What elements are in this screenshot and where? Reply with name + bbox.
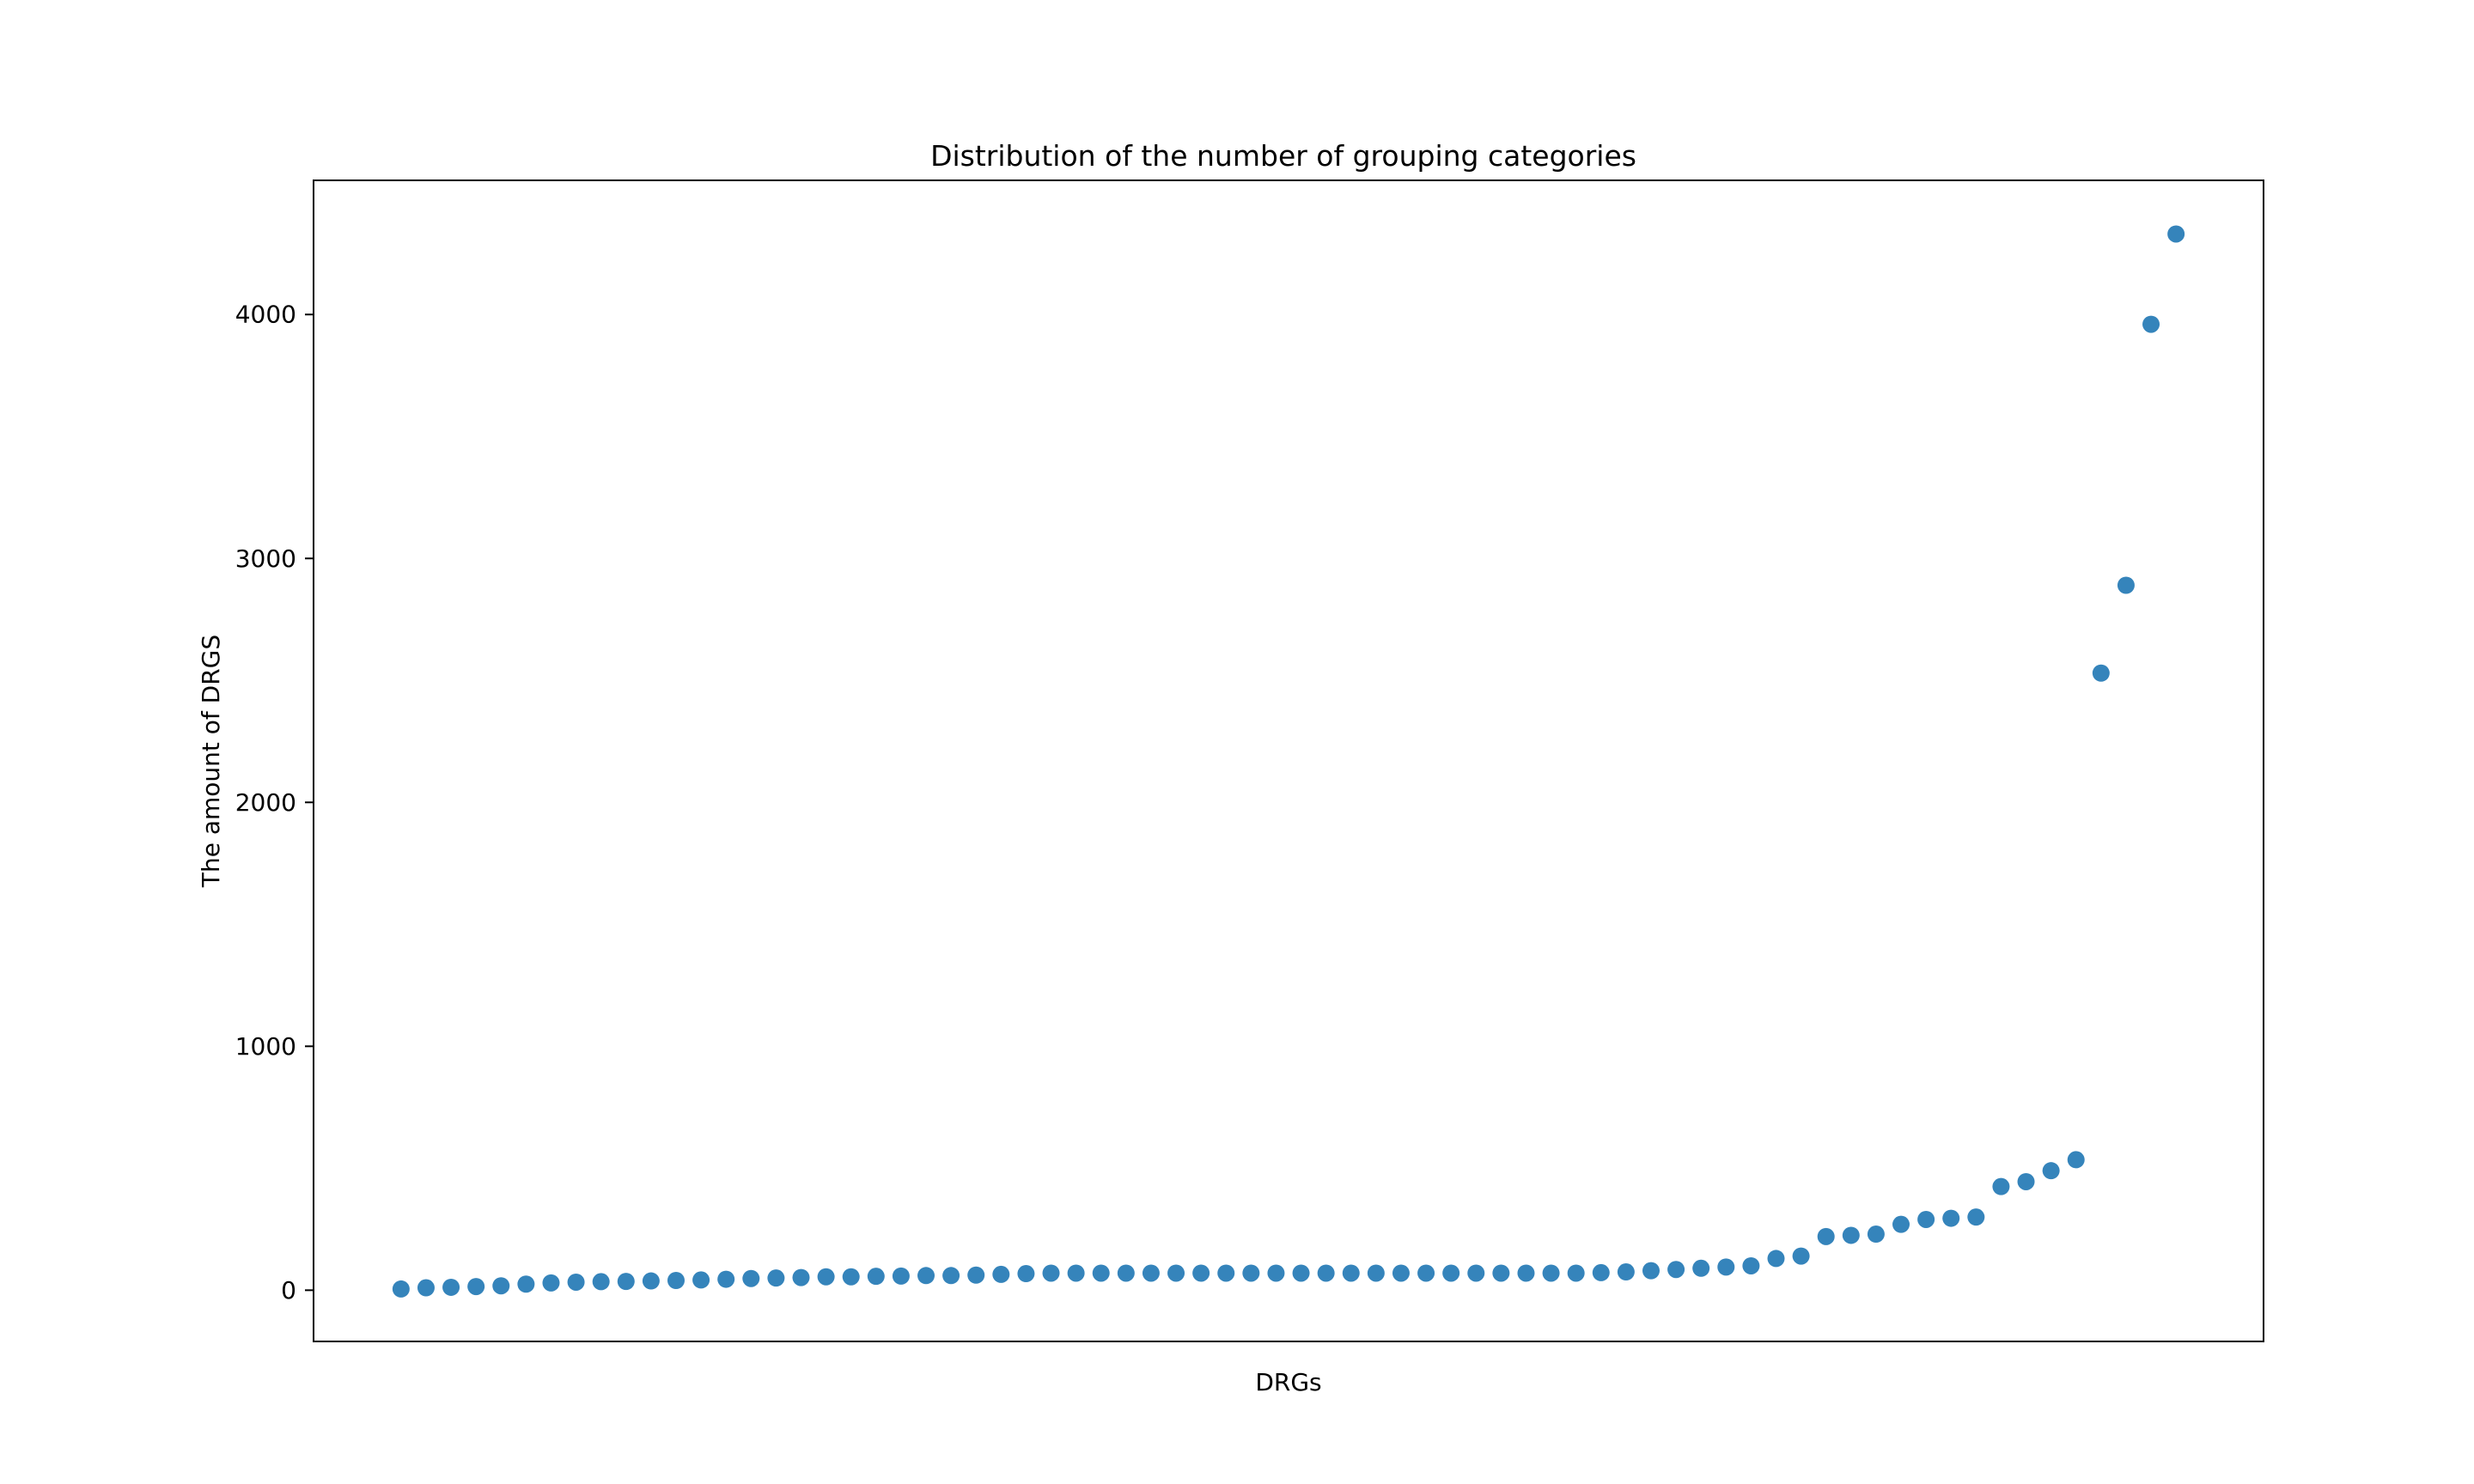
data-point	[492, 1277, 510, 1295]
data-point	[417, 1279, 435, 1297]
data-point	[917, 1267, 935, 1285]
data-point	[442, 1278, 460, 1296]
data-point	[867, 1268, 885, 1286]
data-point	[1417, 1264, 1435, 1282]
data-point	[1692, 1259, 1710, 1277]
data-point	[967, 1266, 985, 1284]
data-point	[617, 1273, 635, 1291]
y-tick-label: 4000	[235, 301, 296, 329]
plot-frame	[313, 179, 2264, 1342]
data-point	[1267, 1264, 1285, 1282]
data-point	[542, 1274, 560, 1292]
data-point	[1167, 1264, 1185, 1282]
y-tick-label: 1000	[235, 1032, 296, 1061]
data-point	[1642, 1262, 1660, 1280]
data-point	[1292, 1264, 1310, 1282]
y-tick-label: 3000	[235, 544, 296, 573]
data-point	[1117, 1264, 1135, 1282]
data-point	[717, 1270, 735, 1288]
data-point	[1542, 1264, 1560, 1282]
data-point	[1467, 1264, 1485, 1282]
data-point	[1717, 1258, 1735, 1276]
data-point	[667, 1271, 685, 1289]
data-point	[1992, 1177, 2010, 1195]
data-point	[692, 1271, 710, 1289]
data-point	[892, 1267, 910, 1285]
data-point	[642, 1272, 660, 1290]
y-tick-label: 0	[281, 1276, 296, 1305]
data-point	[1192, 1264, 1210, 1282]
data-point	[1442, 1264, 1460, 1282]
data-point	[1967, 1208, 1985, 1226]
data-point	[1367, 1264, 1385, 1282]
data-point	[517, 1275, 535, 1293]
y-axis-label: The amount of DRGS	[197, 635, 225, 888]
data-point	[767, 1269, 785, 1287]
data-point	[1317, 1264, 1335, 1282]
data-point	[1767, 1250, 1785, 1268]
y-axis-ticks: 0 1000 2000 3000 4000	[235, 301, 314, 1305]
data-point	[1517, 1264, 1535, 1282]
data-point	[1817, 1227, 1835, 1245]
data-point	[1067, 1264, 1085, 1282]
data-point	[2142, 315, 2160, 333]
data-point	[1667, 1261, 1685, 1279]
data-point	[1842, 1226, 1860, 1244]
data-point	[1892, 1215, 1910, 1233]
data-point	[1217, 1264, 1235, 1282]
x-axis-label: DRGs	[1255, 1368, 1321, 1396]
data-point	[2117, 576, 2135, 594]
data-point	[1567, 1264, 1585, 1282]
data-point	[1867, 1226, 1885, 1244]
data-point	[817, 1268, 835, 1286]
data-point	[2067, 1151, 2085, 1169]
data-point	[2042, 1162, 2060, 1180]
data-point	[1342, 1264, 1360, 1282]
data-point	[1142, 1264, 1160, 1282]
chart-title: Distribution of the number of grouping c…	[930, 139, 1636, 173]
data-point	[1042, 1264, 1060, 1282]
data-point	[992, 1265, 1010, 1283]
data-point	[567, 1273, 585, 1291]
data-point	[2017, 1172, 2035, 1190]
data-point	[942, 1267, 960, 1285]
data-point	[1742, 1256, 1760, 1274]
data-point	[1492, 1264, 1510, 1282]
data-point	[2167, 225, 2185, 243]
data-point	[392, 1280, 410, 1298]
data-point	[1592, 1263, 1610, 1281]
data-point	[1392, 1264, 1410, 1282]
data-point	[592, 1273, 610, 1291]
data-point	[467, 1278, 485, 1296]
data-point	[1617, 1263, 1635, 1281]
data-point	[1092, 1264, 1110, 1282]
data-point	[1242, 1264, 1260, 1282]
data-point	[792, 1268, 810, 1286]
data-point	[1017, 1265, 1035, 1283]
data-point	[742, 1269, 760, 1287]
data-point	[1917, 1210, 1935, 1228]
data-point	[2092, 664, 2110, 682]
data-point	[1792, 1247, 1810, 1265]
data-points-layer	[392, 225, 2185, 1298]
data-point	[842, 1268, 860, 1286]
y-tick-label: 2000	[235, 788, 296, 817]
data-point	[1942, 1209, 1960, 1227]
